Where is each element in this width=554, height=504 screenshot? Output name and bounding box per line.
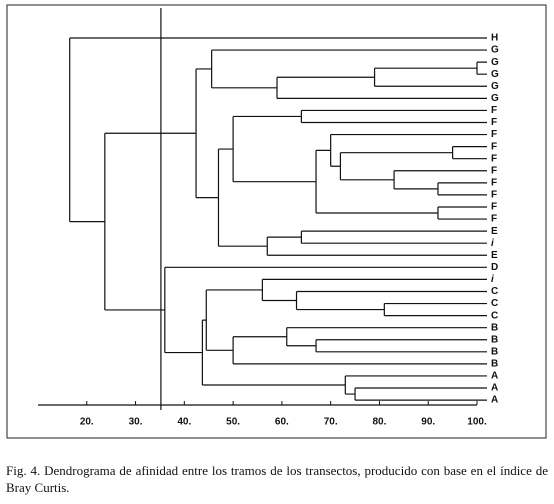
leaf-label: F (491, 105, 497, 116)
x-tick-label: 70. (324, 417, 338, 428)
leaf-label: F (491, 117, 497, 128)
merge (393, 170, 487, 190)
merge (330, 133, 487, 167)
leaf-label: F (491, 153, 497, 164)
leaf-label: F (491, 202, 497, 213)
x-tick-label: 100. (467, 417, 487, 428)
leaf-label: i (491, 274, 494, 285)
merge (205, 289, 263, 351)
merge (354, 387, 487, 401)
x-tick-label: 20. (80, 417, 94, 428)
leaf-label: B (491, 359, 498, 370)
leaf-label: B (491, 334, 498, 345)
merge (300, 230, 487, 244)
caption: Fig. 4. Dendrograma de afinidad entre lo… (6, 463, 548, 495)
merge (437, 182, 487, 196)
leaf-label: B (491, 346, 498, 357)
merge (373, 67, 487, 87)
leaf-label: F (491, 141, 497, 152)
merge (261, 278, 487, 302)
merge (476, 61, 487, 75)
leaf-label: C (491, 310, 498, 321)
merge (232, 336, 487, 365)
merge (104, 132, 197, 311)
x-tick-label: 60. (275, 417, 289, 428)
leaf-label: C (491, 286, 498, 297)
merge (315, 339, 487, 353)
merge (344, 375, 487, 395)
frame (6, 4, 547, 439)
leaf-label: A (491, 395, 498, 406)
leaf-label: G (491, 57, 499, 68)
merge (69, 37, 487, 223)
leaf-label: F (491, 165, 497, 176)
merge (286, 327, 487, 347)
leaf-label: F (491, 190, 497, 201)
leaf-label: C (491, 298, 498, 309)
merge (217, 148, 268, 247)
merge (201, 319, 346, 386)
merge (339, 152, 453, 181)
leaf-label: G (491, 45, 499, 56)
merge (276, 76, 487, 99)
merge (300, 109, 487, 124)
x-tick-label: 30. (129, 417, 143, 428)
leaf-label: G (491, 69, 499, 80)
leaf-label: E (491, 226, 498, 237)
leaf-label: i (491, 238, 494, 249)
merge (383, 302, 487, 317)
merge (295, 290, 487, 311)
x-tick-label: 40. (177, 417, 191, 428)
leaf-label: G (491, 93, 499, 104)
merge (315, 149, 438, 214)
leaf-label: F (491, 214, 497, 225)
leaf-label: F (491, 177, 497, 188)
leaf-label: F (491, 129, 497, 140)
merge (452, 146, 487, 160)
leaf-label: H (491, 33, 498, 44)
leaf-label: A (491, 371, 498, 382)
x-tick-label: 50. (226, 417, 240, 428)
leaf-label: D (491, 262, 498, 273)
merge (232, 115, 317, 183)
leaf-label: G (491, 81, 499, 92)
merge (437, 206, 487, 220)
leaf-label: A (491, 383, 498, 394)
merge (211, 49, 487, 89)
leaf-label: E (491, 250, 498, 261)
merge (266, 236, 487, 256)
x-tick-label: 90. (421, 417, 435, 428)
leaf-label: B (491, 322, 498, 333)
x-tick-label: 80. (372, 417, 386, 428)
